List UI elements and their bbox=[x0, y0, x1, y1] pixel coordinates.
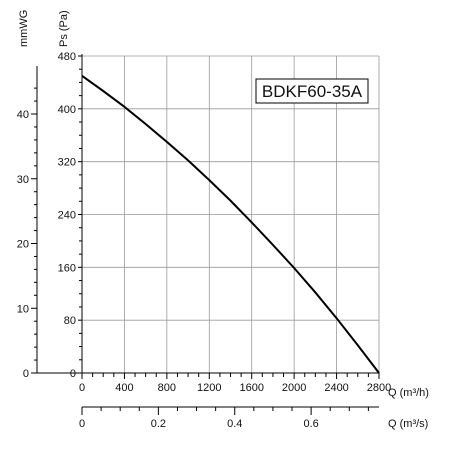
x-tick-label: 400 bbox=[115, 382, 133, 394]
mmwg-axis-label: mmWG bbox=[18, 10, 30, 47]
x2-tick-label: 0.2 bbox=[151, 418, 166, 430]
pressure-curve bbox=[81, 74, 380, 374]
y-tick-label: 400 bbox=[58, 104, 76, 116]
mmwg-tick-label: 40 bbox=[17, 109, 29, 121]
mmwg-tick-label: 0 bbox=[23, 368, 29, 380]
x-tick-label: 0 bbox=[79, 382, 85, 394]
y-tick-label: 480 bbox=[58, 51, 76, 63]
x-tick-label: 1200 bbox=[197, 382, 221, 394]
mmwg-tick-label: 10 bbox=[17, 303, 29, 315]
ps-axis-label: Ps (Pa) bbox=[58, 10, 70, 47]
q2-axis-label: Q (m³/s) bbox=[388, 418, 428, 430]
x-tick-label: 2800 bbox=[367, 382, 391, 394]
y-tick-label: 0 bbox=[70, 368, 76, 380]
x-tick-label: 2000 bbox=[282, 382, 306, 394]
mmwg-tick-label: 20 bbox=[17, 239, 29, 251]
q-axis-label: Q (m³/h) bbox=[388, 387, 429, 399]
y-tick-label: 240 bbox=[58, 210, 76, 222]
y-tick-label: 160 bbox=[58, 262, 76, 274]
model-label-box bbox=[255, 78, 369, 104]
x2-tick-label: 0 bbox=[79, 418, 85, 430]
x-tick-label: 1600 bbox=[239, 382, 263, 394]
grid bbox=[82, 55, 380, 373]
y-tick-label: 320 bbox=[58, 157, 76, 169]
axes bbox=[31, 54, 380, 415]
mmwg-tick-label: 30 bbox=[17, 174, 29, 186]
x-tick-label: 2400 bbox=[324, 382, 348, 394]
x2-tick-label: 0.4 bbox=[227, 418, 242, 430]
model-label: BDKF60-35A bbox=[262, 82, 363, 101]
y-tick-label: 80 bbox=[64, 315, 76, 327]
x2-tick-label: 0.6 bbox=[303, 418, 318, 430]
x-tick-label: 800 bbox=[158, 382, 176, 394]
